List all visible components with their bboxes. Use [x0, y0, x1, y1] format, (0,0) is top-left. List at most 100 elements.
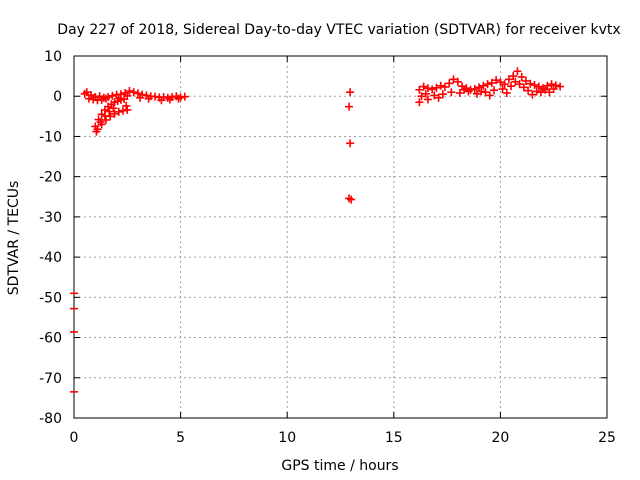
- data-point: [485, 91, 494, 100]
- data-point: [100, 111, 109, 120]
- data-point: [496, 78, 505, 87]
- data-point: [108, 91, 117, 100]
- data-point: [92, 127, 101, 136]
- data-point: [415, 98, 424, 107]
- data-point: [436, 81, 445, 90]
- data-point: [97, 95, 106, 104]
- data-point: [151, 92, 160, 101]
- data-point: [133, 89, 142, 98]
- y-tick-label: -60: [39, 331, 62, 347]
- axis-ticks: 0 5 10 15 20 25 10 0 -10 -20 -30 -40 -50 -60 -70 -80: [39, 49, 616, 446]
- data-point: [440, 82, 449, 91]
- data-point: [180, 92, 189, 101]
- data-point: [541, 85, 550, 94]
- data-point: [500, 80, 509, 89]
- data-point: [490, 86, 499, 95]
- data-point: [492, 76, 501, 85]
- data-point: [532, 87, 541, 96]
- data-point: [119, 106, 128, 115]
- data-point: [423, 84, 432, 93]
- data-point: [511, 77, 520, 86]
- data-point: [472, 89, 481, 98]
- data-point: [498, 84, 507, 93]
- data-point: [174, 94, 183, 103]
- data-point: [479, 81, 488, 90]
- data-point: [434, 93, 443, 102]
- data-point: [519, 83, 528, 92]
- data-point: [455, 89, 464, 98]
- y-tick-label: 0: [53, 89, 62, 105]
- data-point: [521, 76, 530, 85]
- data-point: [509, 72, 518, 81]
- x-tick-label: 0: [70, 430, 79, 446]
- data-point: [347, 195, 356, 204]
- data-point: [96, 117, 105, 126]
- data-point: [438, 90, 447, 99]
- x-tick-label: 10: [278, 430, 296, 446]
- data-point: [483, 80, 492, 89]
- data-point: [507, 82, 516, 91]
- data-point: [417, 92, 426, 101]
- data-point: [524, 86, 533, 95]
- data-point: [432, 83, 441, 92]
- data-point: [556, 82, 565, 91]
- data-point: [345, 102, 354, 111]
- data-point: [487, 78, 496, 87]
- data-point: [129, 88, 138, 97]
- data-point: [165, 95, 174, 104]
- data-point: [144, 94, 153, 103]
- data-point: [109, 104, 118, 113]
- data-point: [125, 86, 134, 95]
- data-point: [421, 89, 430, 98]
- data-point: [110, 109, 119, 118]
- data-point: [415, 85, 424, 94]
- x-tick-label: 5: [176, 430, 185, 446]
- data-point: [526, 79, 535, 88]
- data-point: [470, 84, 479, 93]
- data-point: [157, 96, 166, 105]
- data-point: [114, 107, 123, 116]
- data-point: [346, 88, 355, 97]
- x-tick-label: 20: [491, 430, 509, 446]
- x-axis-label: GPS time / hours: [281, 458, 398, 474]
- data-point: [534, 82, 543, 91]
- y-tick-label: -10: [39, 129, 62, 145]
- data-point: [528, 90, 537, 99]
- y-tick-label: -40: [39, 250, 62, 266]
- data-points: [70, 67, 565, 393]
- data-point: [530, 80, 539, 89]
- x-tick-label: 15: [385, 430, 403, 446]
- data-point: [536, 88, 545, 97]
- data-point: [445, 79, 454, 88]
- data-point: [517, 72, 526, 81]
- data-point: [136, 93, 145, 102]
- data-point: [428, 85, 437, 94]
- data-point: [80, 89, 89, 98]
- y-tick-label: -30: [39, 210, 62, 226]
- y-tick-label: -20: [39, 170, 62, 186]
- y-axis-label: SDTVAR / TECUs: [6, 181, 22, 296]
- data-point: [481, 88, 490, 97]
- data-point: [447, 88, 456, 97]
- data-point: [475, 83, 484, 92]
- data-point: [101, 94, 110, 103]
- data-point: [515, 80, 524, 89]
- data-point: [453, 77, 462, 86]
- data-point: [549, 84, 558, 93]
- data-point: [120, 95, 129, 104]
- data-point: [477, 87, 486, 96]
- data-point: [513, 67, 522, 76]
- data-point: [449, 75, 458, 84]
- y-tick-label: -50: [39, 290, 62, 306]
- data-point: [122, 101, 131, 110]
- data-point: [543, 81, 552, 90]
- x-tick-label: 25: [598, 430, 616, 446]
- data-point: [89, 95, 98, 104]
- data-point: [101, 115, 110, 124]
- data-point: [464, 87, 473, 96]
- data-point: [419, 82, 428, 91]
- y-tick-label: -70: [39, 371, 62, 387]
- data-point: [123, 105, 132, 114]
- y-tick-label: 10: [44, 49, 62, 65]
